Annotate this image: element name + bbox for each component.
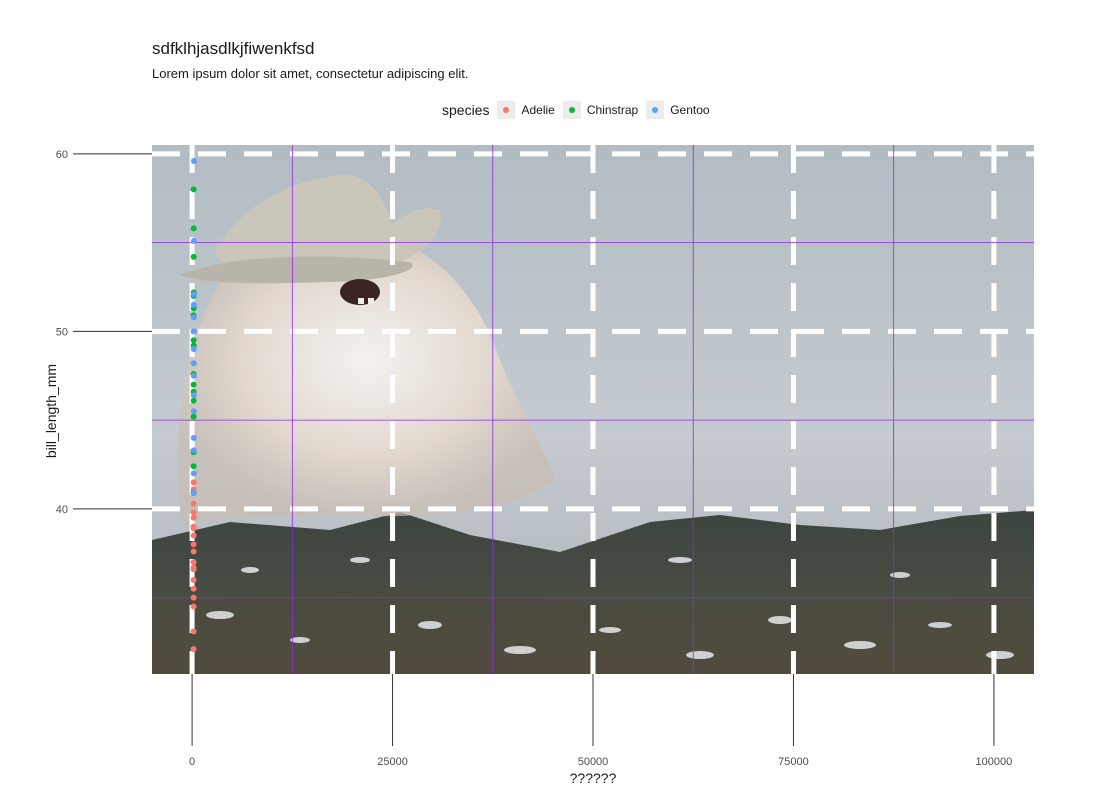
- point-chinstrap: [190, 463, 197, 470]
- point-adelie: [190, 514, 197, 521]
- background-photo: [152, 145, 1034, 674]
- point-gentoo: [190, 447, 197, 454]
- legend-label-gentoo: Gentoo: [670, 103, 710, 117]
- x-axis-label: ??????: [569, 770, 617, 786]
- point-gentoo: [190, 360, 197, 367]
- point-adelie: [190, 500, 197, 507]
- point-gentoo: [190, 408, 197, 415]
- legend-key-adelie: [497, 101, 516, 119]
- legend: species Adelie Chinstrap Gentoo: [442, 98, 718, 122]
- point-adelie: [190, 646, 197, 653]
- point-gentoo: [190, 291, 197, 298]
- x-tick-label: 25000: [377, 756, 408, 768]
- legend-label-chinstrap: Chinstrap: [586, 103, 639, 117]
- point-chinstrap: [190, 186, 197, 193]
- legend-key-chinstrap: [562, 101, 581, 119]
- point-adelie: [190, 564, 197, 571]
- point-adelie: [190, 628, 197, 635]
- point-gentoo: [190, 328, 197, 335]
- axes: 0 25000 50000 75000 100000 40 50 60: [56, 149, 1013, 768]
- point-gentoo: [190, 470, 197, 477]
- y-tick-label: 60: [56, 149, 68, 161]
- point-adelie: [190, 594, 197, 601]
- data-points: [190, 157, 197, 653]
- point-gentoo: [190, 314, 197, 321]
- point-gentoo: [190, 372, 197, 379]
- point-chinstrap: [190, 413, 197, 420]
- point-chinstrap: [190, 253, 197, 260]
- chart-subtitle: Lorem ipsum dolor sit amet, consectetur …: [152, 66, 469, 81]
- x-tick-label: 0: [189, 756, 195, 768]
- point-chinstrap: [190, 225, 197, 232]
- point-adelie: [190, 548, 197, 555]
- chart-title: sdfklhjasdlkjfiwenkfsd: [152, 39, 315, 58]
- gridlines-major: [152, 145, 1034, 674]
- legend-title: species: [442, 102, 490, 118]
- point-gentoo: [190, 346, 197, 353]
- y-tick-label: 40: [56, 504, 68, 516]
- point-adelie: [190, 541, 197, 548]
- point-gentoo: [190, 489, 197, 496]
- legend-label-adelie: Adelie: [521, 103, 555, 117]
- point-gentoo: [190, 392, 197, 399]
- legend-dot-gentoo: [652, 107, 659, 113]
- point-adelie: [190, 585, 197, 592]
- point-chinstrap: [190, 337, 197, 344]
- legend-dot-chinstrap: [568, 107, 575, 113]
- y-tick-label: 50: [56, 326, 68, 338]
- point-adelie: [190, 576, 197, 583]
- point-gentoo: [190, 301, 197, 308]
- x-tick-label: 100000: [976, 756, 1013, 768]
- point-adelie: [190, 559, 197, 566]
- point-gentoo: [190, 157, 197, 164]
- legend-dot-adelie: [503, 107, 510, 113]
- point-chinstrap: [190, 397, 197, 404]
- point-gentoo: [190, 434, 197, 441]
- x-tick-label: 75000: [778, 756, 809, 768]
- point-adelie: [190, 532, 197, 539]
- point-gentoo: [190, 237, 197, 244]
- point-adelie: [190, 603, 197, 610]
- point-adelie: [190, 479, 197, 486]
- legend-key-gentoo: [646, 101, 665, 119]
- point-chinstrap: [190, 381, 197, 388]
- point-adelie: [190, 509, 197, 516]
- x-tick-label: 50000: [578, 756, 609, 768]
- y-axis-label: bill_length_mm: [43, 363, 60, 459]
- point-adelie: [190, 523, 197, 530]
- gridlines-minor: [152, 145, 1034, 674]
